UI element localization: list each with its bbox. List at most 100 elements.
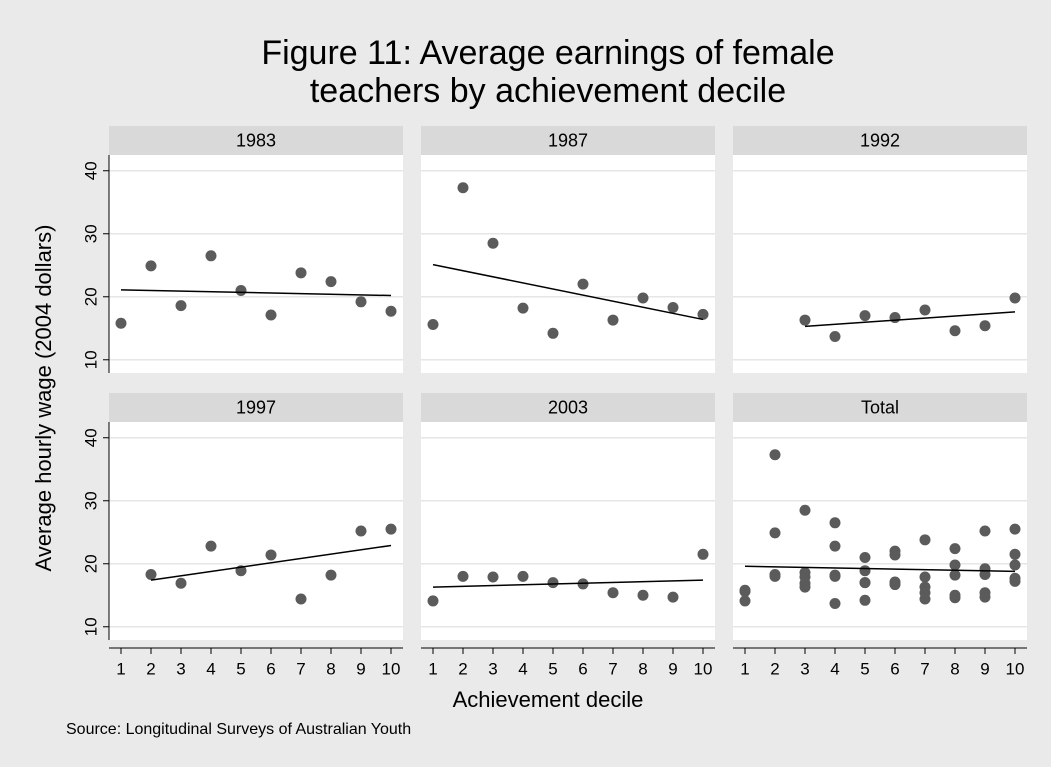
panel-title: 2003 <box>548 397 588 417</box>
data-point <box>1009 559 1021 571</box>
data-point <box>979 320 991 332</box>
data-point <box>829 540 841 552</box>
data-point <box>829 517 841 529</box>
data-point <box>829 570 841 582</box>
chart-title: teachers by achievement decile <box>310 72 786 110</box>
data-point <box>265 309 277 321</box>
fit-line <box>432 263 704 321</box>
plot-area <box>109 422 403 640</box>
x-tick-label: 8 <box>326 659 335 678</box>
data-point <box>979 591 991 603</box>
data-point <box>295 593 307 605</box>
x-tick-label: 4 <box>830 659 839 678</box>
y-tick-label: 40 <box>81 428 100 447</box>
panel-title: 1983 <box>236 130 276 150</box>
y-axis-label: Average hourly wage (2004 dollars) <box>31 225 56 572</box>
panel-title: Total <box>861 397 899 417</box>
data-point <box>667 301 679 313</box>
y-tick-label: 10 <box>81 617 100 636</box>
data-point <box>919 534 931 546</box>
y-tick-label: 20 <box>81 287 100 306</box>
data-point <box>427 318 439 330</box>
panel-header <box>421 126 715 155</box>
x-tick-label: 10 <box>382 659 401 678</box>
x-tick-label: 8 <box>950 659 959 678</box>
x-tick-label: 5 <box>548 659 557 678</box>
data-point <box>799 314 811 326</box>
data-point <box>607 587 619 599</box>
data-point <box>829 597 841 609</box>
data-point <box>769 570 781 582</box>
y-tick-label: 10 <box>81 350 100 369</box>
data-point <box>487 571 499 583</box>
data-point <box>667 591 679 603</box>
x-tick-label: 7 <box>920 659 929 678</box>
panel-title: 1997 <box>236 397 276 417</box>
data-point <box>859 594 871 606</box>
data-point <box>949 325 961 337</box>
x-tick-label: 10 <box>1006 659 1025 678</box>
x-tick-label: 6 <box>266 659 275 678</box>
data-point <box>949 543 961 555</box>
data-point <box>295 267 307 279</box>
x-tick-label: 7 <box>296 659 305 678</box>
data-point <box>325 276 337 288</box>
data-point <box>145 568 157 580</box>
x-tick-label: 1 <box>428 659 437 678</box>
plot-area <box>733 155 1027 373</box>
data-point <box>427 595 439 607</box>
data-point <box>697 308 709 320</box>
data-point <box>457 182 469 194</box>
data-point <box>235 284 247 296</box>
data-point <box>889 578 901 590</box>
panel-header <box>733 393 1027 422</box>
plot-area <box>421 155 715 373</box>
data-point <box>769 449 781 461</box>
y-tick-label: 20 <box>81 554 100 573</box>
data-point <box>547 327 559 339</box>
x-axis-label: Achievement decile <box>453 687 644 712</box>
data-point <box>949 559 961 571</box>
x-tick-label: 2 <box>458 659 467 678</box>
data-point <box>385 305 397 317</box>
data-point <box>919 304 931 316</box>
x-tick-label: 7 <box>608 659 617 678</box>
data-point <box>637 589 649 601</box>
x-tick-label: 3 <box>176 659 185 678</box>
x-tick-label: 8 <box>638 659 647 678</box>
data-point <box>919 587 931 599</box>
data-point <box>769 527 781 539</box>
data-point <box>487 237 499 249</box>
fit-line <box>744 565 1016 573</box>
data-point <box>1009 523 1021 535</box>
data-point <box>979 568 991 580</box>
plot-area <box>733 422 1027 640</box>
data-point <box>517 570 529 582</box>
x-tick-label: 2 <box>770 659 779 678</box>
data-point <box>175 577 187 589</box>
data-point <box>205 250 217 262</box>
data-point <box>889 549 901 561</box>
data-point <box>115 317 127 329</box>
data-point <box>739 585 751 597</box>
x-tick-label: 4 <box>206 659 215 678</box>
plot-area <box>421 422 715 640</box>
data-point <box>739 595 751 607</box>
data-point <box>325 569 337 581</box>
panel-title: 1992 <box>860 130 900 150</box>
x-tick-label: 9 <box>668 659 677 678</box>
data-point <box>889 312 901 324</box>
data-point <box>859 310 871 322</box>
data-point <box>799 571 811 583</box>
x-tick-label: 1 <box>740 659 749 678</box>
data-point <box>829 330 841 342</box>
data-point <box>637 292 649 304</box>
panel-header <box>421 393 715 422</box>
data-point <box>1009 575 1021 587</box>
y-tick-label: 30 <box>81 491 100 510</box>
data-point <box>949 589 961 601</box>
x-tick-label: 3 <box>488 659 497 678</box>
x-tick-label: 2 <box>146 659 155 678</box>
fit-line <box>120 289 392 297</box>
